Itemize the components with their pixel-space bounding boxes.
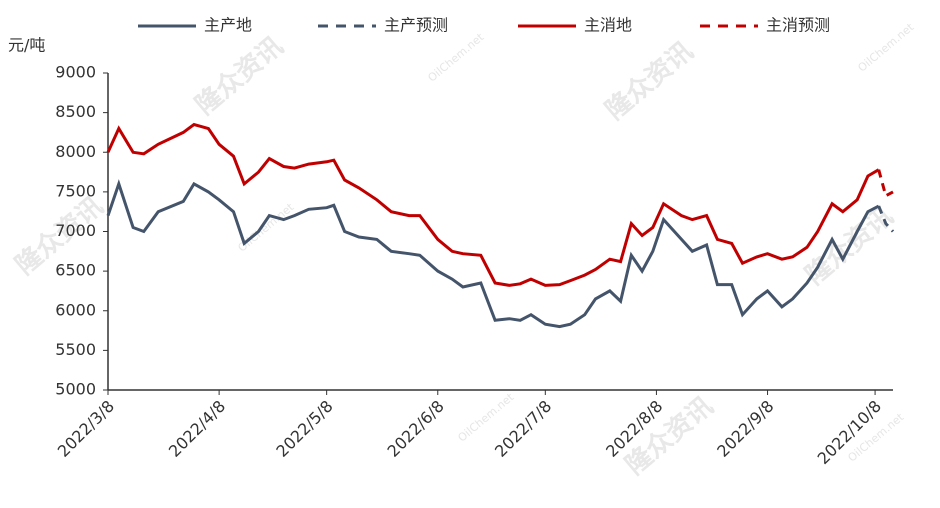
y-tick-label: 6000: [55, 300, 96, 319]
legend-label: 主产预测: [384, 16, 448, 35]
y-tick-label: 6500: [55, 261, 96, 280]
y-tick-label: 8000: [55, 142, 96, 161]
x-tick-label: 2022/6/8: [384, 397, 448, 461]
watermark: 隆众资讯: [190, 31, 289, 121]
series-line: [106, 179, 880, 329]
x-tick-label: 2022/5/8: [272, 397, 336, 461]
legend-label: 主产地: [204, 16, 252, 35]
watermark: OilChem.net: [236, 200, 297, 254]
series-line: [877, 205, 895, 233]
x-tick-label: 2022/9/8: [713, 397, 777, 461]
y-tick-label: 9000: [55, 63, 96, 82]
legend-label: 主消预测: [766, 16, 830, 35]
y-tick-label: 5500: [55, 340, 96, 359]
series-line: [877, 169, 894, 199]
watermark: OilChem.net: [856, 20, 917, 74]
watermark: 隆众资讯: [600, 36, 699, 126]
watermark: OilChem.net: [426, 30, 487, 84]
y-tick-label: 8500: [55, 102, 96, 121]
y-axis-label: 元/吨: [8, 36, 45, 55]
x-tick-label: 2022/3/8: [54, 397, 118, 461]
y-tick-label: 5000: [55, 380, 96, 399]
legend-label: 主消地: [584, 16, 632, 35]
y-tick-label: 7500: [55, 181, 96, 200]
x-tick-label: 2022/4/8: [165, 397, 229, 461]
series-line: [106, 122, 880, 287]
y-tick-label: 7000: [55, 221, 96, 240]
